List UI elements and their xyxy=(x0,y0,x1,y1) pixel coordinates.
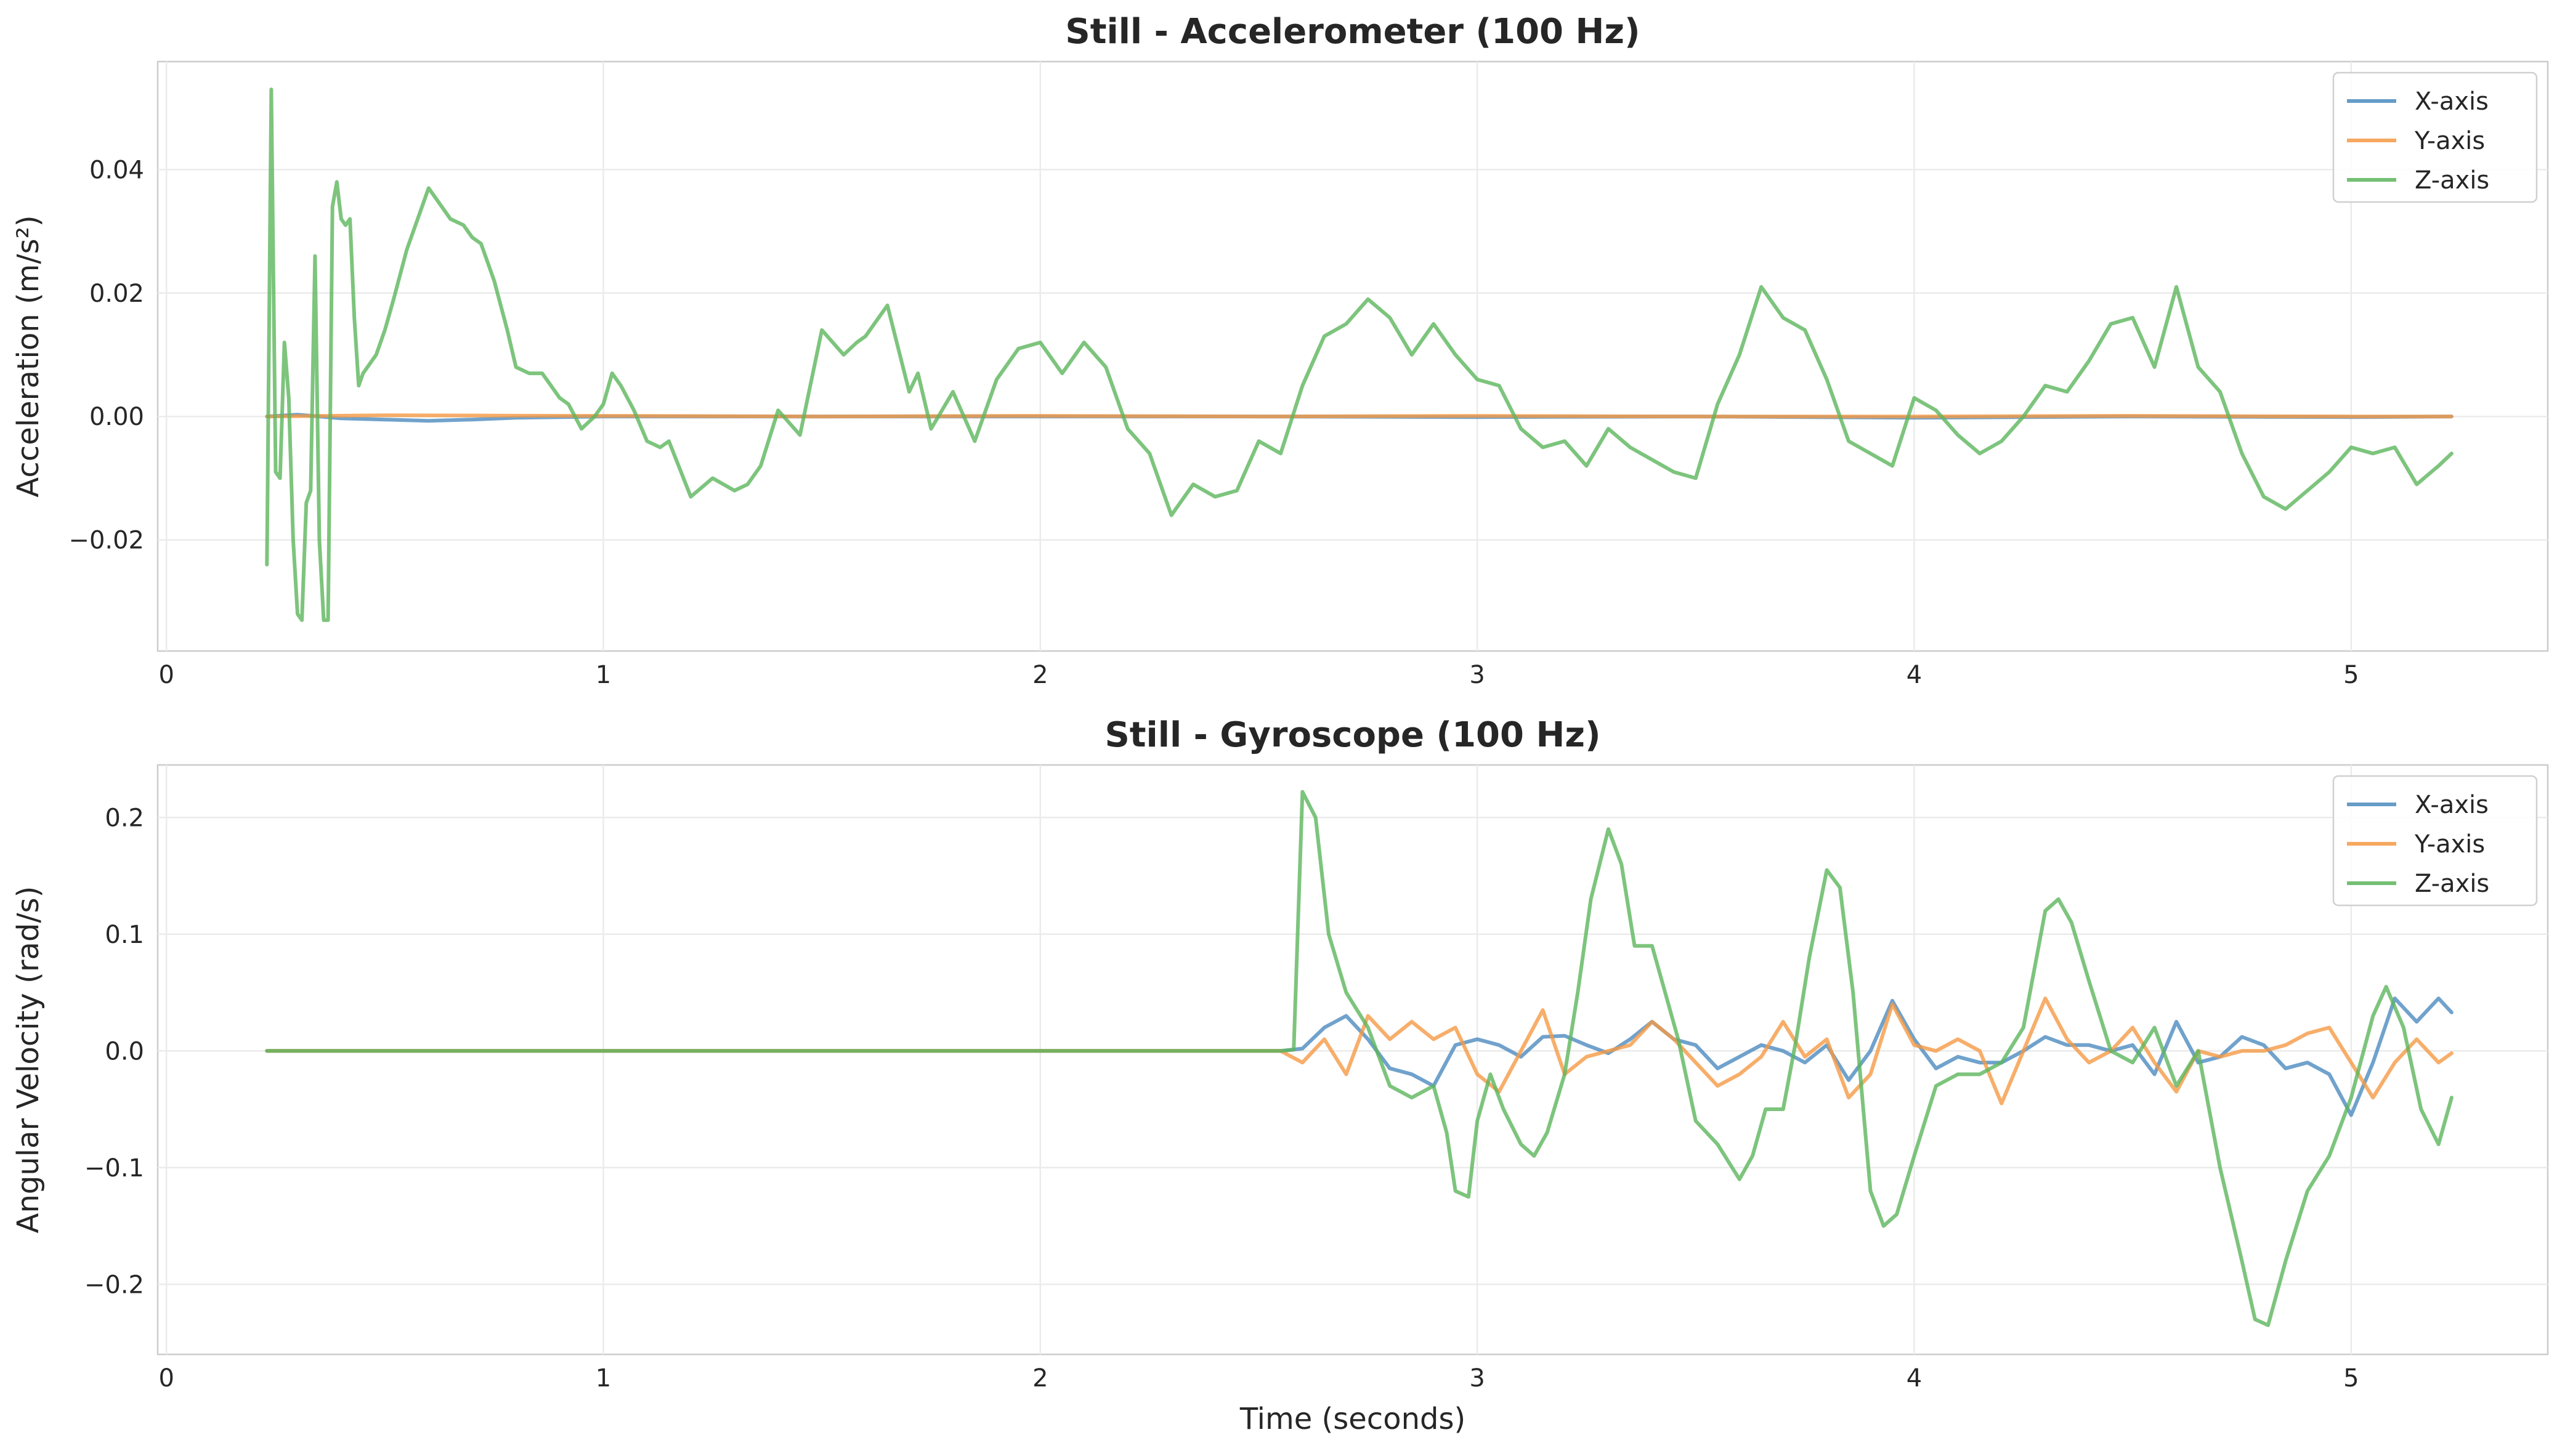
x-tick-label: 3 xyxy=(1469,1364,1485,1393)
x-tick-label: 4 xyxy=(1907,661,1922,689)
y-axis-label: Angular Velocity (rad/s) xyxy=(11,886,46,1234)
legend-entry: Y-axis xyxy=(2414,830,2485,859)
legend-entry: Z-axis xyxy=(2415,166,2489,195)
legend-box xyxy=(2332,775,2538,907)
legend: X-axis Y-axis Z-axis xyxy=(2332,775,2538,907)
y-tick-label: 0.00 xyxy=(89,403,144,431)
x-tick-label: 1 xyxy=(596,661,611,689)
gyroscope-panel: 0 1 2 3 4 5 −0.2 −0.1 0.0 0.1 0.2 Still - Gyroscope… xyxy=(11,715,2549,1436)
series-line-z-axis xyxy=(265,87,2454,622)
y-tick-label: −0.2 xyxy=(84,1271,144,1299)
x-tick-label: 2 xyxy=(1032,661,1048,689)
legend-entry: Y-axis xyxy=(2414,127,2485,155)
legend: X-axis Y-axis Z-axis xyxy=(2332,71,2538,203)
legend-entry: Z-axis xyxy=(2415,870,2489,898)
legend-entry: X-axis xyxy=(2415,791,2489,819)
y-tick-label: 0.04 xyxy=(89,156,144,184)
x-tick-label: 1 xyxy=(596,1364,611,1393)
series-line-y-axis xyxy=(265,413,2454,419)
y-tick-label: 0.0 xyxy=(105,1037,144,1066)
x-tick-label: 4 xyxy=(1907,1364,1922,1393)
y-tick-label: 0.2 xyxy=(105,804,144,832)
y-tick-label: 0.1 xyxy=(105,921,144,949)
accelerometer-panel: 0 1 2 3 4 5 −0.02 0.00 0.02 0.04 Still - Accelerom… xyxy=(11,12,2549,689)
plot-area xyxy=(156,60,2549,652)
x-tick-label: 5 xyxy=(2343,661,2359,689)
y-tick-label: −0.02 xyxy=(68,527,144,555)
legend-entry: X-axis xyxy=(2415,87,2489,116)
x-tick-label: 2 xyxy=(1032,1364,1048,1393)
series-line-y-axis xyxy=(265,997,2454,1106)
x-tick-label: 3 xyxy=(1469,661,1485,689)
x-axis-label: Time (seconds) xyxy=(1239,1402,1465,1436)
chart-title: Still - Gyroscope (100 Hz) xyxy=(1104,715,1600,755)
x-tick-label: 0 xyxy=(158,661,174,689)
y-tick-label: −0.1 xyxy=(84,1154,144,1183)
x-tick-label: 5 xyxy=(2343,1364,2359,1393)
series-line-z-axis xyxy=(265,790,2454,1327)
legend-box xyxy=(2332,71,2538,203)
series-line-x-axis xyxy=(265,997,2454,1117)
chart-title: Still - Accelerometer (100 Hz) xyxy=(1065,12,1640,52)
y-tick-label: 0.02 xyxy=(89,280,144,308)
y-axis-label: Acceleration (m/s²) xyxy=(11,215,46,497)
x-tick-label: 0 xyxy=(158,1364,174,1393)
